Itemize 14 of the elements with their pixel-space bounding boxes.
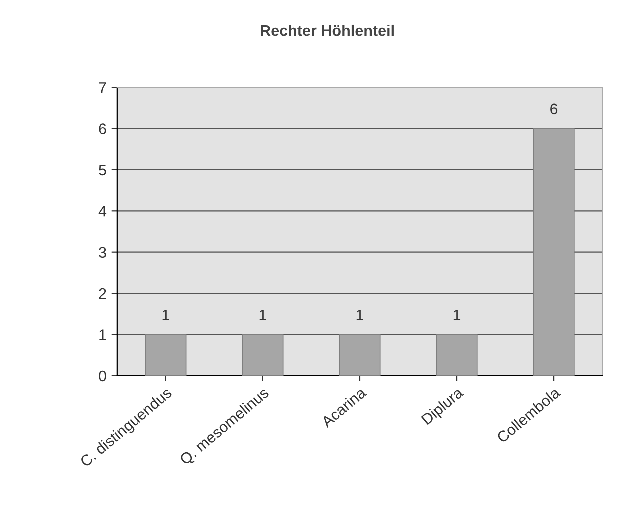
chart-title: Rechter Höhlenteil bbox=[261, 24, 394, 36]
y-tick-label: 6 bbox=[99, 124, 106, 134]
y-tick-label: 3 bbox=[99, 247, 106, 258]
data-label: 1 bbox=[454, 310, 461, 320]
y-tick-label: 1 bbox=[100, 330, 106, 340]
y-tick-label: 2 bbox=[99, 288, 106, 300]
y-tick-label: 0 bbox=[99, 370, 106, 382]
y-tick-label: 4 bbox=[98, 206, 107, 217]
data-label: 1 bbox=[162, 310, 170, 320]
data-label: 1 bbox=[260, 310, 266, 320]
y-tick-label: 7 bbox=[99, 82, 106, 94]
y-tick-label: 5 bbox=[99, 164, 106, 176]
data-label: 1 bbox=[356, 310, 364, 320]
data-label: 6 bbox=[550, 104, 558, 115]
